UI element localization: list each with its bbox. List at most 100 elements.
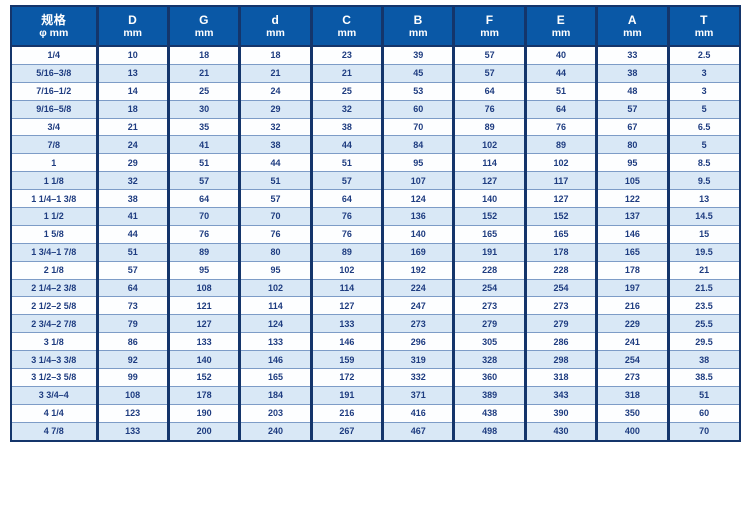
table-row: 2 1/4–2 3/8 64 108 102 114 224 254 254 197 21.5 [11,279,740,298]
spec-cell: 2 1/4–2 3/8 [11,279,97,298]
value-cell: 172 [309,368,383,387]
value-cell: 279 [452,314,526,334]
value-cell: 48 [595,82,669,101]
column-unit: mm [408,27,428,39]
value-cell: 76 [452,100,526,119]
spec-cell: 4 7/8 [11,422,97,441]
table-row: 5/16–3/8 13 21 21 21 45 57 44 38 3 [11,64,740,83]
value-cell: 390 [523,404,597,423]
table-row: 3 1/2–3 5/8 99 152 165 172 332 360 318 273 38.5 [11,368,740,387]
value-cell: 64 [95,279,169,298]
value-cell: 51 [95,243,169,262]
value-cell: 21.5 [666,279,740,298]
value-cell: 184 [238,386,312,405]
value-cell: 127 [523,189,597,209]
table-row: 3/4 21 35 32 38 70 89 76 67 6.5 [11,118,740,137]
value-cell: 137 [595,207,669,226]
value-cell: 21 [166,64,240,83]
table-row: 7/8 24 41 38 44 84 102 89 80 5 [11,135,740,155]
column-label: F [485,13,494,27]
value-cell: 57 [166,171,240,191]
value-cell: 24 [95,135,169,155]
value-cell: 140 [166,350,240,370]
value-cell: 44 [238,153,312,173]
value-cell: 38 [595,64,669,83]
value-cell: 191 [452,243,526,262]
value-cell: 305 [452,332,526,352]
table-row: 9/16–5/8 18 30 29 32 60 76 64 57 5 [11,100,740,119]
value-cell: 14.5 [666,207,740,226]
value-cell: 241 [595,332,669,352]
value-cell: 224 [381,279,454,298]
value-cell: 318 [595,386,669,405]
value-cell: 169 [381,243,454,262]
value-cell: 178 [595,261,669,280]
value-cell: 86 [95,332,169,352]
column-label: G [199,13,209,27]
value-cell: 254 [452,279,526,298]
value-cell: 30 [166,100,240,119]
value-cell: 273 [452,296,526,316]
value-cell: 216 [309,404,383,423]
value-cell: 57 [309,171,383,191]
column-unit: mm [123,27,143,39]
value-cell: 51 [666,386,740,405]
spec-cell: 1 1/8 [11,171,97,191]
value-cell: 203 [238,404,312,423]
value-cell: 13 [666,189,740,209]
column-label: d [271,13,280,27]
column-unit: mm [337,27,357,39]
value-cell: 23 [309,46,383,65]
value-cell: 39 [381,46,454,65]
spec-cell: 2 3/4–2 7/8 [11,314,97,334]
value-cell: 165 [452,225,526,244]
value-cell: 273 [523,296,597,316]
value-cell: 117 [523,171,597,191]
value-cell: 229 [595,314,669,334]
value-cell: 38 [666,350,740,370]
value-cell: 38.5 [666,368,740,387]
value-cell: 146 [309,332,383,352]
value-cell: 273 [595,368,669,387]
value-cell: 133 [309,314,383,334]
value-cell: 498 [452,422,526,441]
value-cell: 5 [666,135,740,155]
value-cell: 121 [166,296,240,316]
value-cell: 79 [95,314,169,334]
column-header-d: d mm [238,6,312,47]
spec-cell: 3 1/4–3 3/8 [11,350,97,370]
value-cell: 21 [666,261,740,280]
column-unit: mm [623,27,642,39]
table-row: 2 1/8 57 95 95 102 192 228 228 178 21 [11,261,740,280]
spec-cell: 7/8 [11,135,97,155]
value-cell: 70 [238,207,312,226]
value-cell: 254 [595,350,669,370]
spec-cell: 1 1/2 [11,207,97,226]
value-cell: 140 [452,189,526,209]
value-cell: 89 [523,135,597,155]
value-cell: 122 [595,189,669,209]
value-cell: 80 [238,243,312,262]
value-cell: 73 [95,296,169,316]
column-unit: φ mm [39,27,69,39]
column-unit: mm [194,27,214,39]
value-cell: 114 [238,296,312,316]
spec-cell: 2 1/2–2 5/8 [11,296,97,316]
value-cell: 102 [309,261,383,280]
value-cell: 228 [452,261,526,280]
value-cell: 51 [523,82,597,101]
value-cell: 29 [238,100,312,119]
value-cell: 32 [95,171,169,191]
value-cell: 53 [381,82,454,101]
value-cell: 159 [309,350,383,370]
value-cell: 95 [595,153,669,173]
value-cell: 76 [523,118,597,137]
value-cell: 32 [309,100,383,119]
value-cell: 95 [166,261,240,280]
table-row: 7/16–1/2 14 25 24 25 53 64 51 48 3 [11,82,740,101]
value-cell: 76 [309,225,383,244]
